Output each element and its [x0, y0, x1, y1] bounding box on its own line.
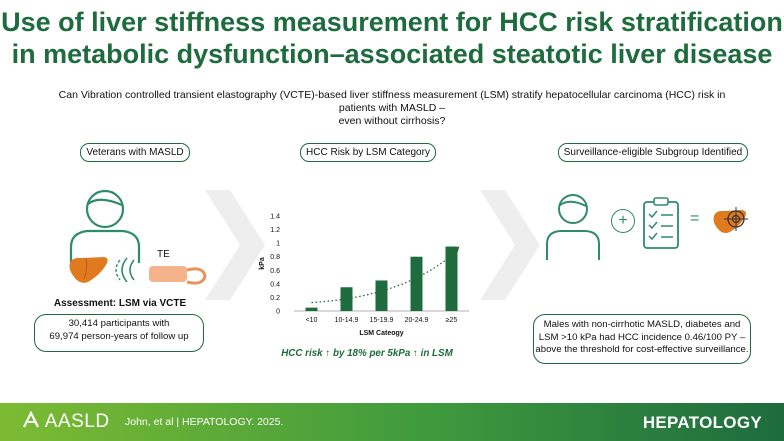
journal-name: HEPATOLOGY: [642, 413, 762, 432]
y-tick-label: 0.2: [270, 295, 280, 302]
y-tick-label: 0: [276, 309, 280, 316]
aasld-logo: AASLD: [22, 410, 110, 433]
research-question: Can Vibration controlled transient elast…: [40, 89, 744, 128]
citation: John, et al | HEPATOLOGY. 2025.: [125, 416, 284, 428]
panel-heading-right: Surveillance-eligible Subgroup Identifie…: [558, 143, 748, 162]
footer-bar: AASLD John, et al | HEPATOLOGY. 2025. HE…: [0, 403, 784, 441]
trend-curve: [311, 251, 456, 304]
x-tick-label: ≥25: [446, 317, 458, 324]
aasld-logo-text: AASLD: [44, 411, 110, 432]
participants-box: 30,414 participants with 69,974 person-y…: [34, 314, 204, 352]
y-axis-label: kPa: [259, 257, 266, 270]
finding-line-2: LSM >10 kPa had HCC incidence 0.46/100 P…: [538, 331, 746, 343]
patient-person-icon: [69, 189, 141, 263]
liver-target-icon: [713, 207, 748, 233]
bar: [305, 307, 318, 311]
trend-arrowhead: [451, 246, 460, 257]
te-probe-label: TE: [157, 249, 170, 260]
hcc-risk-finding: HCC risk ↑ by 18% per 5kPa ↑ in LSM: [281, 348, 453, 359]
bar: [410, 256, 423, 311]
ultrasound-waves-icon: [115, 257, 135, 283]
question-line-1: Can Vibration controlled transient elast…: [58, 89, 726, 114]
y-tick-label: 0.8: [270, 254, 280, 261]
x-tick-label: <10: [306, 317, 318, 324]
patient-person-icon: [546, 194, 600, 260]
panel-heading-middle: HCC Risk by LSM Category: [300, 143, 436, 162]
equals-sign: =: [690, 210, 700, 227]
bar: [375, 280, 388, 311]
panel-heading-left: Veterans with MASLD: [80, 143, 190, 162]
bar: [340, 287, 353, 311]
y-tick-label: 1.4: [270, 214, 280, 221]
checklist-icon: [643, 197, 679, 249]
question-line-2: even without cirrhosis?: [338, 115, 446, 127]
bar: [445, 246, 458, 311]
y-tick-label: 0.6: [270, 268, 280, 275]
liver-icon: [69, 257, 108, 283]
title-line-1: Use of liver stiffness measurement for H…: [1, 7, 783, 37]
x-tick-label: 10-14.9: [335, 317, 359, 324]
surveillance-finding-box: Males with non-cirrhotic MASLD, diabetes…: [533, 314, 751, 364]
x-axis-label: LSM Cateogy: [359, 330, 403, 337]
finding-line-1: Males with non-cirrhotic MASLD, diabetes…: [543, 319, 741, 330]
y-tick-label: 1: [276, 241, 280, 248]
participants-line-2: 69,974 person-years of follow up: [49, 330, 189, 342]
chevron-right-icon: [480, 190, 540, 300]
plus-icon: +: [611, 209, 635, 233]
te-probe-icon: [149, 266, 207, 285]
y-tick-label: 1.2: [270, 227, 280, 234]
page-title: Use of liver stiffness measurement for H…: [0, 6, 784, 70]
x-tick-label: 15-19.9: [370, 317, 394, 324]
y-tick-label: 0.4: [270, 281, 280, 288]
finding-line-3: above the threshold for cost-effective s…: [535, 344, 749, 355]
x-tick-label: 20-24.9: [405, 317, 429, 324]
chevron-right-icon: [205, 190, 265, 300]
aasld-logo-icon: [23, 410, 39, 428]
assessment-label: Assessment: LSM via VCTE: [53, 298, 187, 309]
participants-line-1: 30,414 participants with: [68, 318, 170, 329]
title-line-2: in metabolic dysfunction–associated stea…: [11, 39, 773, 69]
lsm-bar-chart: 0 0.2 0.4 0.6 0.8 1 1.2 1.4 kPa <10 10-14.9 15-19.9…: [259, 214, 469, 337]
